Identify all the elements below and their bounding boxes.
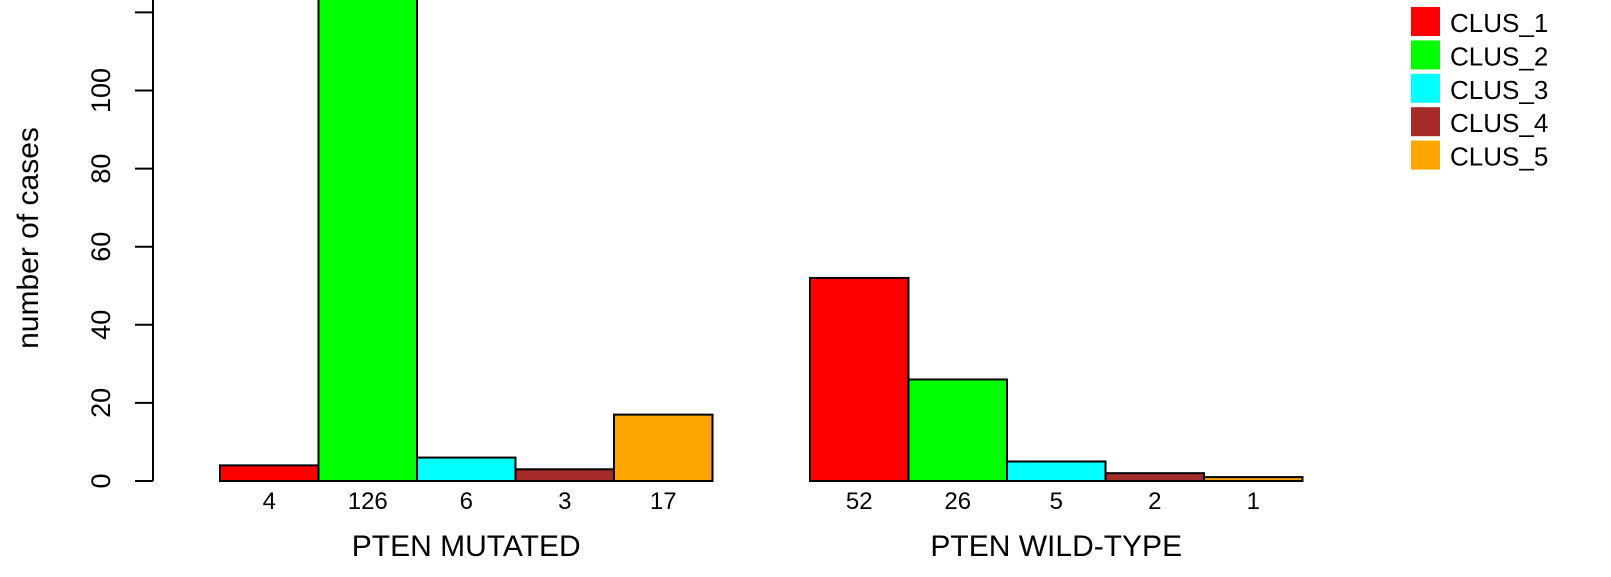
bar [1104,472,1205,483]
y-tick-label: 0 [86,473,116,488]
legend-item: CLUS_5 [1411,140,1548,172]
legend-label: CLUS_1 [1450,8,1548,38]
bar [1006,460,1107,483]
y-tick-label: 60 [86,232,116,262]
bar-value-label: 26 [944,488,971,515]
y-tick-label: 100 [86,68,116,113]
bar-value-label: 4 [263,488,276,515]
bar [317,0,418,482]
y-tick-label: 40 [86,310,116,340]
bar [416,456,517,483]
legend-item: CLUS_4 [1411,107,1548,138]
bar-value-label: 3 [558,488,571,515]
legend-label: CLUS_2 [1450,41,1548,71]
legend-item: CLUS_3 [1411,73,1548,105]
legend-item: CLUS_1 [1411,7,1548,38]
legend-swatch [1411,7,1440,36]
bar-value-label: 126 [348,488,388,515]
y-tick-label: 20 [86,388,116,418]
group-label: PTEN MUTATED [352,530,581,563]
bar [219,464,320,483]
bar [514,468,615,483]
legend-label: CLUS_5 [1450,142,1548,172]
bar [613,413,714,482]
bar-value-label: 6 [460,488,473,515]
legend-swatch [1411,40,1440,70]
legend-swatch [1411,73,1440,103]
legend-item: CLUS_2 [1411,40,1548,71]
legend-swatch [1411,140,1440,170]
bar-value-label: 52 [846,488,873,515]
bar-value-label: 1 [1247,488,1260,515]
group-label: PTEN WILD-TYPE [930,530,1182,563]
y-tick-label: 80 [86,154,116,184]
legend-label: CLUS_4 [1450,108,1548,138]
y-axis: 0 20 40 60 80 100 [86,0,154,489]
bar-value-label: 2 [1148,488,1161,515]
bar [907,378,1008,482]
bar-value-label: 17 [650,488,677,515]
bar [809,276,910,482]
legend-swatch [1411,107,1440,137]
bar [1203,476,1304,483]
bar-group: 4 126 6 3 17 PTEN MUTATED [219,0,714,563]
bar-value-label: 5 [1050,488,1063,515]
y-axis-label: number of cases [12,127,45,349]
legend-label: CLUS_3 [1450,75,1548,105]
